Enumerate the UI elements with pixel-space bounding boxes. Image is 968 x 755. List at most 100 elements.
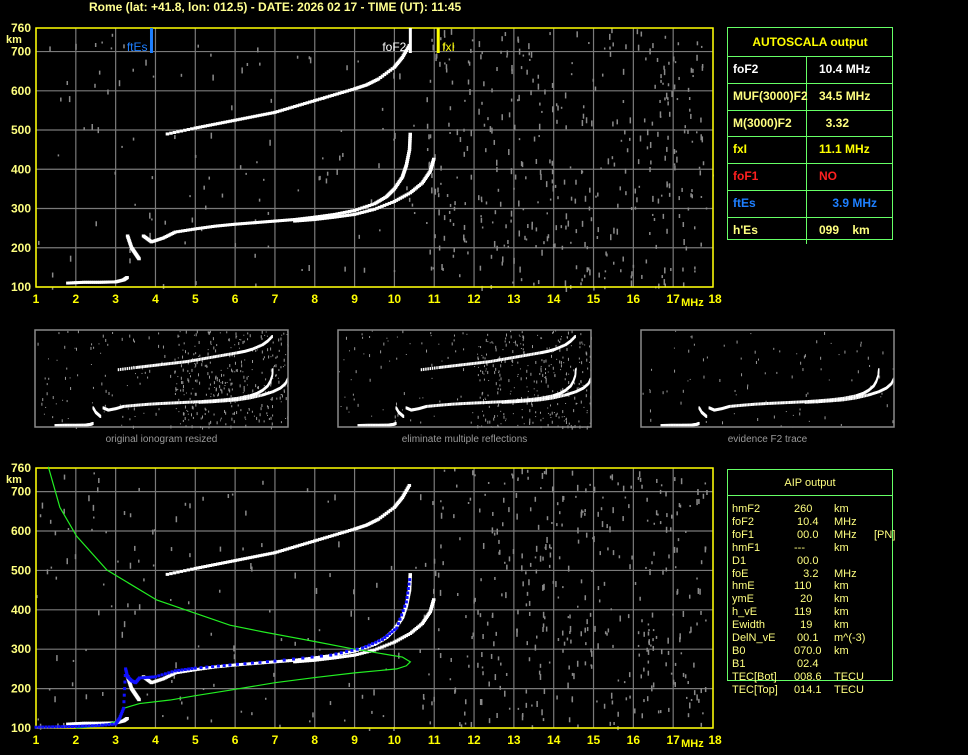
echo-trace bbox=[841, 398, 843, 402]
echo-trace bbox=[263, 661, 267, 665]
noise-dot bbox=[630, 485, 632, 489]
echo-trace bbox=[213, 224, 217, 228]
echo-trace bbox=[197, 400, 199, 404]
echo-trace bbox=[107, 408, 110, 412]
noise-dot bbox=[687, 380, 689, 382]
fit-point bbox=[407, 582, 411, 586]
noise-dot bbox=[525, 377, 527, 380]
noise-dot bbox=[804, 354, 806, 358]
fit-point bbox=[401, 609, 405, 613]
echo-trace bbox=[218, 664, 222, 668]
x-tick-label: 18 bbox=[708, 292, 722, 306]
noise-dot bbox=[526, 369, 528, 373]
noise-dot bbox=[483, 378, 485, 381]
noise-dot bbox=[586, 389, 588, 392]
noise-dot bbox=[256, 161, 258, 164]
echo-trace bbox=[179, 360, 182, 364]
fit-point bbox=[374, 640, 378, 644]
echo-trace bbox=[871, 392, 874, 396]
noise-dot bbox=[67, 528, 70, 531]
echo-trace bbox=[254, 392, 256, 396]
echo-trace bbox=[577, 388, 580, 392]
echo-trace bbox=[170, 401, 172, 405]
echo-trace bbox=[295, 658, 300, 662]
noise-dot bbox=[502, 256, 504, 263]
noise-dot bbox=[480, 369, 482, 372]
noise-dot bbox=[429, 134, 432, 139]
noise-dot bbox=[546, 347, 548, 350]
fit-point bbox=[151, 675, 155, 679]
echo-trace bbox=[225, 399, 228, 403]
noise-dot bbox=[501, 522, 504, 527]
noise-dot bbox=[537, 394, 539, 397]
noise-dot bbox=[517, 609, 519, 615]
noise-dot bbox=[369, 354, 371, 358]
noise-dot bbox=[442, 506, 444, 510]
noise-dot bbox=[570, 639, 572, 644]
echo-trace bbox=[278, 549, 282, 553]
noise-dot bbox=[479, 613, 482, 618]
noise-dot bbox=[647, 649, 650, 655]
noise-dot bbox=[252, 359, 254, 363]
noise-dot bbox=[606, 632, 608, 636]
echo-trace bbox=[880, 388, 883, 392]
echo-trace bbox=[431, 598, 436, 602]
noise-dot bbox=[573, 409, 575, 413]
noise-dot bbox=[587, 267, 590, 271]
noise-dot bbox=[662, 82, 664, 85]
noise-dot bbox=[586, 246, 589, 250]
echo-trace bbox=[527, 353, 529, 357]
aip-cell: [PN] bbox=[874, 528, 896, 541]
echo-trace bbox=[668, 423, 670, 427]
noise-dot bbox=[466, 145, 469, 151]
noise-dot bbox=[149, 232, 151, 239]
echo-trace bbox=[360, 423, 362, 427]
x-tick-label: 4 bbox=[152, 733, 159, 747]
aip-cell: km bbox=[834, 619, 849, 632]
noise-dot bbox=[663, 279, 666, 286]
noise-dot bbox=[660, 649, 663, 655]
echo-trace bbox=[422, 405, 425, 409]
echo-trace bbox=[575, 368, 577, 372]
noise-dot bbox=[195, 281, 197, 286]
echo-trace bbox=[429, 164, 434, 168]
echo-trace bbox=[203, 226, 207, 230]
aip-cell: 110 bbox=[794, 580, 812, 593]
noise-dot bbox=[560, 364, 562, 368]
noise-dot bbox=[556, 358, 558, 360]
noise-dot bbox=[472, 412, 474, 414]
noise-dot bbox=[431, 38, 433, 42]
echo-trace bbox=[310, 658, 315, 662]
echo-trace bbox=[848, 395, 851, 399]
echo-trace bbox=[270, 390, 273, 394]
echo-trace bbox=[174, 361, 177, 365]
fit-point bbox=[205, 665, 209, 669]
noise-dot bbox=[490, 653, 493, 659]
noise-dot bbox=[510, 390, 512, 392]
echo-trace bbox=[430, 404, 433, 408]
echo-trace bbox=[241, 397, 243, 401]
noise-dot bbox=[568, 422, 570, 425]
echo-trace bbox=[162, 362, 164, 366]
noise-dot bbox=[396, 357, 398, 360]
noise-dot bbox=[700, 45, 703, 48]
echo-trace bbox=[176, 361, 179, 365]
noise-dot bbox=[538, 670, 541, 675]
echo-trace bbox=[254, 392, 257, 396]
noise-dot bbox=[497, 405, 499, 407]
noise-dot bbox=[483, 123, 486, 127]
autoscala-title: AUTOSCALA output bbox=[728, 28, 892, 57]
noise-dot bbox=[493, 139, 496, 145]
noise-dot bbox=[453, 339, 455, 342]
noise-dot bbox=[687, 713, 690, 718]
echo-trace bbox=[332, 212, 337, 216]
noise-dot bbox=[660, 194, 663, 197]
noise-dot bbox=[129, 258, 131, 264]
noise-dot bbox=[627, 614, 630, 619]
echo-trace bbox=[172, 130, 177, 134]
noise-dot bbox=[238, 342, 240, 346]
autoscala-key: MUF(3000)F2 bbox=[728, 83, 808, 110]
noise-dot bbox=[210, 719, 213, 723]
echo-trace bbox=[325, 213, 329, 217]
aip-row: ymE 20 km bbox=[732, 593, 895, 606]
